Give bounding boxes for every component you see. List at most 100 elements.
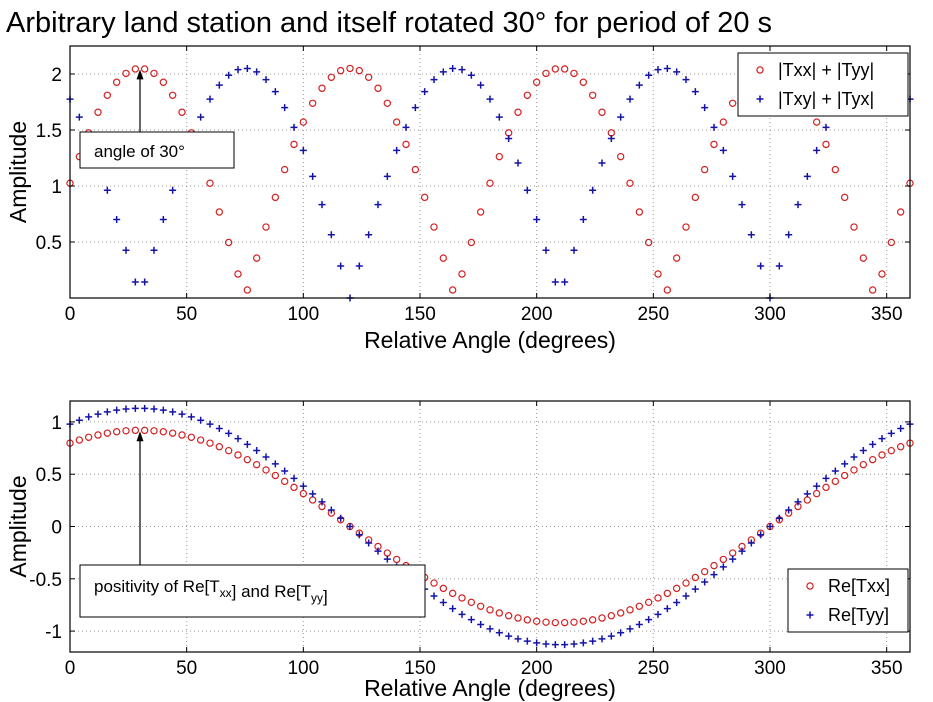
data-point-circle <box>187 433 196 441</box>
data-point-circle <box>878 451 886 459</box>
data-point-plus <box>290 123 298 131</box>
annotation-box <box>79 131 235 169</box>
annotation-box <box>79 564 426 618</box>
data-point-circle <box>812 489 821 498</box>
data-point-plus <box>542 640 550 648</box>
data-point-circle <box>215 443 224 451</box>
data-point-plus <box>234 66 242 74</box>
data-point-plus <box>355 262 363 270</box>
bottom-plot-y-axis-label: Amplitude <box>5 475 31 577</box>
data-point-plus <box>523 637 531 645</box>
data-point-circle <box>140 426 149 435</box>
data-point-circle <box>887 238 896 247</box>
data-point-plus <box>169 408 177 416</box>
data-point-plus <box>262 76 270 84</box>
data-point-plus <box>757 531 765 539</box>
data-point-plus <box>290 474 298 482</box>
data-point-circle <box>150 69 158 78</box>
data-point-plus <box>738 547 746 555</box>
data-point-plus <box>327 231 335 239</box>
data-point-plus <box>505 135 513 143</box>
data-point-plus <box>505 632 513 640</box>
data-point-circle <box>812 118 821 126</box>
data-point-circle <box>495 609 504 617</box>
data-point-circle <box>290 483 298 492</box>
data-point-circle <box>458 594 466 602</box>
data-point-circle <box>383 549 392 557</box>
data-point-circle <box>635 208 644 216</box>
data-point-plus <box>635 620 643 628</box>
data-point-circle <box>224 446 233 455</box>
data-point-circle <box>215 208 224 216</box>
data-point-circle <box>271 471 280 480</box>
data-point-circle <box>672 254 681 262</box>
data-point-circle <box>663 286 672 294</box>
data-point-circle <box>308 99 317 107</box>
data-point-plus <box>514 159 522 167</box>
data-point-plus <box>691 585 699 593</box>
data-point-plus <box>159 215 167 223</box>
data-point-plus <box>197 416 205 424</box>
legend-marker <box>756 66 764 74</box>
x-tick-label: 0 <box>65 658 76 679</box>
data-point-circle <box>476 208 485 216</box>
data-point-circle <box>280 477 289 486</box>
x-tick-label: 300 <box>754 304 786 325</box>
legend-marker <box>756 95 764 103</box>
data-point-plus <box>561 278 569 286</box>
data-point-plus <box>271 88 279 96</box>
data-point-plus <box>449 605 457 613</box>
data-point-plus <box>691 88 699 96</box>
data-point-plus <box>225 71 233 79</box>
data-point-circle <box>75 436 84 444</box>
data-point-circle <box>196 436 205 444</box>
data-point-plus <box>682 76 690 84</box>
data-point-circle <box>850 223 858 231</box>
data-point-circle <box>262 466 270 474</box>
data-point-plus <box>579 639 587 647</box>
data-point-plus <box>318 201 326 209</box>
data-point-plus <box>150 405 158 413</box>
data-point-plus <box>766 523 774 530</box>
annotation-text: positivity of Re[Txx] and Re[Tyy] <box>94 577 328 606</box>
y-tick-label: 0 <box>51 518 62 539</box>
data-point-circle <box>168 429 177 437</box>
data-point-circle <box>560 65 569 73</box>
data-point-plus <box>122 246 130 254</box>
data-point-plus <box>645 616 653 624</box>
data-point-plus <box>775 262 783 270</box>
data-point-plus <box>607 135 615 143</box>
data-point-circle <box>355 66 364 75</box>
data-point-plus <box>271 460 279 468</box>
data-point-circle <box>122 427 130 435</box>
data-point-plus <box>234 435 242 443</box>
data-point-circle <box>94 431 102 439</box>
data-point-circle <box>131 426 140 435</box>
data-point-circle <box>252 254 261 262</box>
legend-marker-plus <box>806 611 814 619</box>
data-point-plus <box>542 246 550 254</box>
data-point-plus <box>673 68 681 76</box>
data-point-circle <box>280 165 289 174</box>
data-point-circle <box>822 483 830 492</box>
data-point-circle <box>868 286 877 294</box>
data-point-plus <box>654 610 662 618</box>
annotation-arrowhead <box>136 69 144 80</box>
data-point-circle <box>672 584 681 593</box>
data-point-circle <box>290 140 298 149</box>
annotation-text-part: positivity of Re[T <box>94 577 220 596</box>
data-point-circle <box>430 223 438 231</box>
data-point-circle <box>803 496 812 504</box>
x-tick-label: 50 <box>176 304 197 325</box>
data-point-plus <box>486 95 494 103</box>
data-point-plus <box>710 123 718 131</box>
x-tick-label: 100 <box>287 304 319 325</box>
legend-entry-series-2: Re[Tyy] <box>828 605 889 625</box>
data-point-circle <box>598 108 606 116</box>
data-point-plus <box>383 172 391 180</box>
y-tick-label: 1 <box>51 413 62 434</box>
data-point-plus <box>75 416 83 424</box>
legend-marker <box>806 582 814 590</box>
data-point-circle <box>831 477 840 486</box>
annotation-subscript: xx <box>220 586 232 600</box>
